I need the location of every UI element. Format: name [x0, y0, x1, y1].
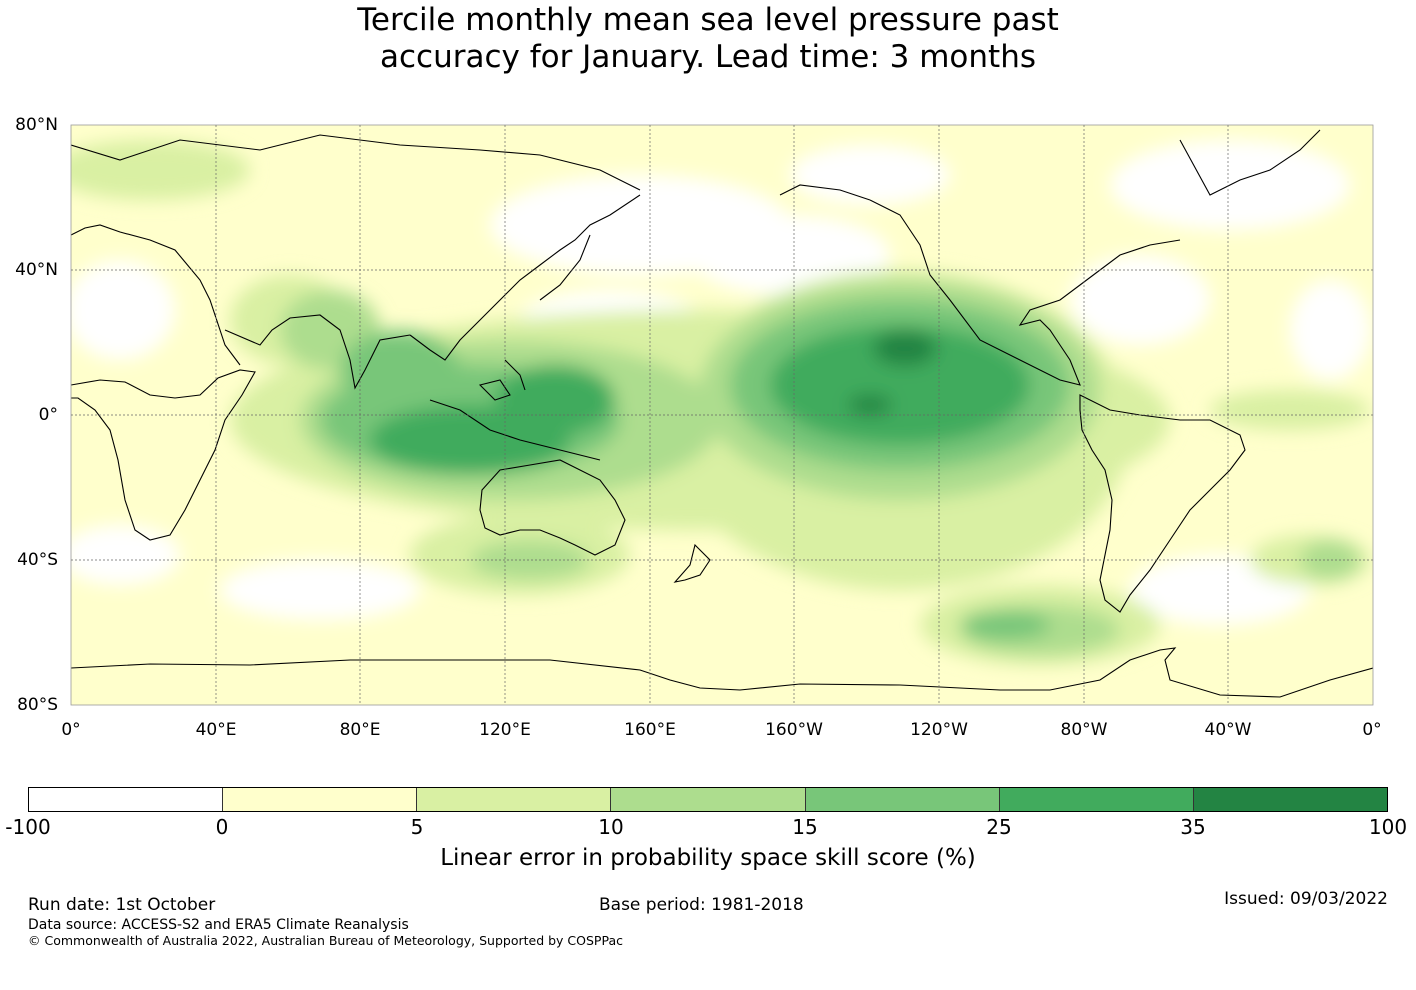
gridlines: [71, 125, 1373, 705]
lon-label-160w: 160°W: [765, 720, 823, 740]
lon-label-40e: 40°E: [195, 720, 237, 740]
colorbar-segment: [29, 788, 224, 811]
coastlines: [71, 129, 1373, 698]
colorbar-tick: 5: [410, 815, 424, 839]
colorbar-segment: [611, 788, 806, 811]
lon-label-0-west-edge: 0°: [61, 720, 81, 740]
colorbar-tick: 35: [1180, 815, 1206, 839]
lon-label-120w: 120°W: [910, 720, 968, 740]
map-title-line-1: Tercile monthly mean sea level pressure …: [357, 2, 1059, 38]
colorbar-tick: 10: [598, 815, 624, 839]
colorbar-tick: 25: [986, 815, 1012, 839]
issued-date: Issued: 09/03/2022: [1224, 889, 1388, 909]
lat-label-equator: 0°: [38, 405, 58, 425]
lon-label-40w: 40°W: [1204, 720, 1252, 740]
lat-label-80n: 80°N: [15, 115, 58, 135]
colorbar-segment: [805, 788, 1000, 811]
base-period: Base period: 1981-2018: [599, 895, 804, 915]
colorbar-segment: [999, 788, 1194, 811]
colorbar-tick: -100: [5, 815, 51, 839]
colorbar-tick: 0: [215, 815, 229, 839]
colorbar-label: Linear error in probability space skill …: [440, 845, 976, 871]
lon-label-120e: 120°E: [479, 720, 531, 740]
lon-label-0-east-edge: 0°: [1362, 720, 1382, 740]
lat-label-40s: 40°S: [17, 550, 58, 570]
data-source: Data source: ACCESS-S2 and ERA5 Climate …: [28, 917, 409, 933]
lon-label-160e: 160°E: [624, 720, 676, 740]
colorbar-tick: 100: [1368, 815, 1408, 839]
lat-label-80s: 80°S: [17, 695, 58, 715]
lon-label-80e: 80°E: [339, 720, 381, 740]
colorbar-segment: [1193, 788, 1387, 811]
colorbar: [28, 787, 1388, 812]
lat-label-40n: 40°N: [15, 260, 58, 280]
copyright-notice: © Commonwealth of Australia 2022, Austra…: [28, 933, 623, 948]
run-date: Run date: 1st October: [28, 895, 216, 915]
colorbar-segment: [417, 788, 612, 811]
lon-label-80w: 80°W: [1060, 720, 1108, 740]
colorbar-segment: [223, 788, 418, 811]
map-title-line-2: accuracy for January. Lead time: 3 month…: [379, 39, 1036, 75]
colorbar-tick: 15: [792, 815, 818, 839]
